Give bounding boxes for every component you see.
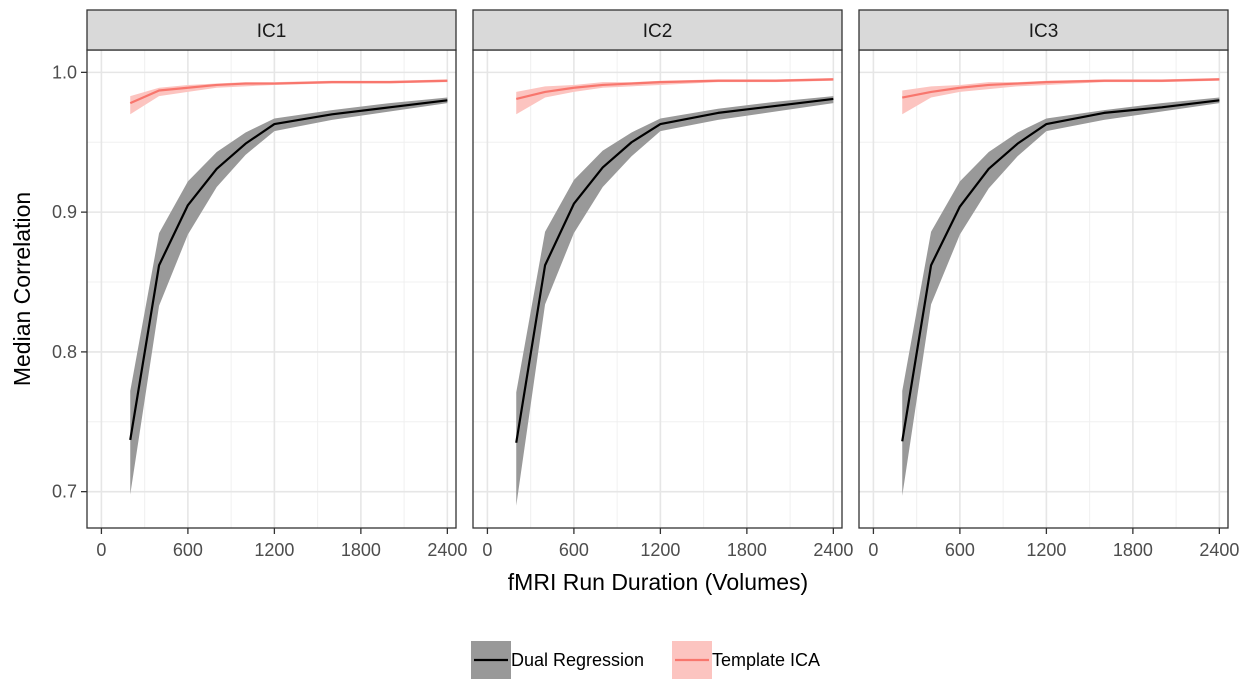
legend: Dual Regression Template ICA [471,641,820,679]
facet-strip-label: IC2 [643,21,673,42]
y-tick-label: 0.9 [52,202,77,222]
x-tick-label: 1800 [727,540,767,560]
x-tick-label: 1200 [640,540,680,560]
panel-ic3: IC3 0 600 1200 1800 2400 [859,10,1239,560]
x-tick-label: 600 [173,540,203,560]
x-tick-label: 0 [96,540,106,560]
y-axis-title: Median Correlation [9,192,35,386]
x-tick-label: 600 [559,540,589,560]
x-tick-label: 2400 [427,540,467,560]
legend-label: Template ICA [712,650,820,670]
facet-strip-label: IC3 [1029,21,1059,42]
x-tick-label: 1200 [1026,540,1066,560]
y-tick-label: 0.7 [52,482,77,502]
panel-ic2: IC2 0 600 1200 1800 2400 [473,10,853,560]
y-tick-label: 0.8 [52,342,77,362]
x-tick-label: 1800 [341,540,381,560]
x-tick-label: 1800 [1113,540,1153,560]
y-tick-label: 1.0 [52,62,77,82]
legend-item-dual-regression: Dual Regression [471,641,644,679]
legend-item-template-ica: Template ICA [672,641,820,679]
x-tick-label: 600 [945,540,975,560]
x-tick-label: 0 [868,540,878,560]
legend-label: Dual Regression [511,650,644,670]
facet-strip-label: IC1 [257,21,287,42]
x-axis-title: fMRI Run Duration (Volumes) [508,569,808,595]
x-tick-label: 2400 [813,540,853,560]
x-tick-label: 2400 [1199,540,1239,560]
panel-ic1: IC1 0 600 1200 1800 2400 0.7 0.8 0.9 1.0 [52,10,467,560]
x-tick-label: 0 [482,540,492,560]
x-tick-label: 1200 [254,540,294,560]
